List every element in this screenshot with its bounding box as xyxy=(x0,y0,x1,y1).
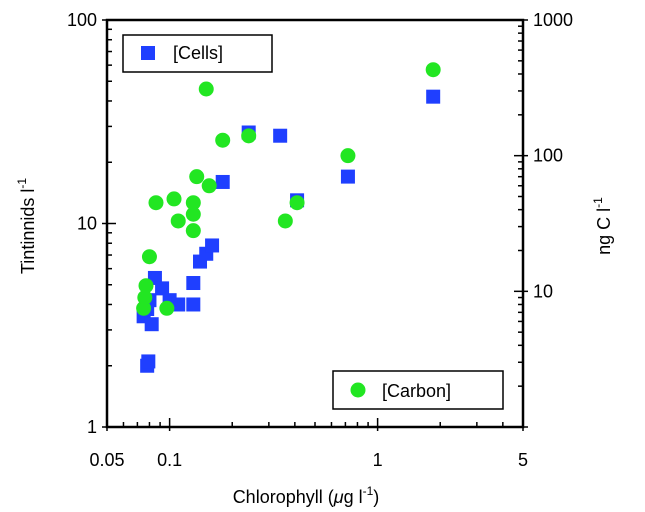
cells-point xyxy=(273,128,288,143)
y2-axis-label-sup: -1 xyxy=(591,197,605,208)
carbon-point xyxy=(215,132,231,148)
legend-carbon: [Carbon] xyxy=(332,370,504,410)
legend-carbon-label: [Carbon] xyxy=(382,381,451,401)
x-tick-label: 5 xyxy=(518,450,528,470)
carbon-point xyxy=(241,128,257,144)
cells-point xyxy=(340,169,355,184)
carbon-point xyxy=(189,169,205,185)
y2-tick-label: 1000 xyxy=(533,10,573,30)
carbon-point xyxy=(159,300,175,316)
carbon-point xyxy=(425,62,441,78)
legend-cells-label: [Cells] xyxy=(173,43,223,63)
carbon-point xyxy=(148,195,164,211)
y2-tick-label: 100 xyxy=(533,146,563,166)
cells-point xyxy=(186,276,201,291)
carbon-point xyxy=(185,223,201,239)
y2-axis-label-text: ng C l xyxy=(594,208,614,255)
x-axis-label-sup: -1 xyxy=(363,484,374,498)
cells-point xyxy=(186,297,201,312)
cells-point xyxy=(171,297,186,312)
legend-cells-marker xyxy=(141,46,155,60)
carbon-point xyxy=(138,278,154,294)
carbon-point xyxy=(198,81,214,97)
data-points xyxy=(136,62,441,373)
y-tick-label: 100 xyxy=(67,10,97,30)
x-tick-label: 0.1 xyxy=(157,450,182,470)
y-tick-label: 10 xyxy=(77,214,97,234)
x-tick-label: 0.05 xyxy=(89,450,124,470)
carbon-point xyxy=(137,290,153,306)
x-axis-label-suffix: ) xyxy=(373,487,379,507)
legend-cells: [Cells] xyxy=(122,34,273,73)
cells-point xyxy=(205,238,220,253)
cells-point xyxy=(141,354,156,369)
carbon-point xyxy=(201,178,217,194)
y-axis-label: Tintinnids l-1 xyxy=(15,178,38,274)
carbon-point xyxy=(141,249,157,265)
carbon-point xyxy=(166,191,182,207)
cells-point xyxy=(215,174,230,189)
legend-carbon-marker xyxy=(350,382,366,398)
x-tick-label: 1 xyxy=(373,450,383,470)
x-axis-label-prefix: Chlorophyll ( xyxy=(233,487,334,507)
carbon-point xyxy=(185,195,201,211)
carbon-point xyxy=(340,148,356,164)
y-tick-label: 1 xyxy=(87,417,97,437)
cells-point xyxy=(144,317,159,332)
carbon-point xyxy=(170,213,186,229)
y-axis-label-sup: -1 xyxy=(15,178,29,189)
carbon-point xyxy=(185,206,201,222)
carbon-point xyxy=(289,195,305,211)
cells-point xyxy=(155,281,170,296)
cells-point xyxy=(426,89,441,104)
y2-tick-label: 10 xyxy=(533,281,553,301)
x-axis-label-mu: μ xyxy=(333,487,344,507)
x-axis-label: Chlorophyll (μg l-1) xyxy=(233,484,380,507)
y2-axis-label: ng C l-1 xyxy=(591,197,614,255)
y-axis-label-text: Tintinnids l xyxy=(18,189,38,274)
plot-frame xyxy=(105,18,525,429)
axis-ticks: 0.05 0.1 1 5 1 10 100 10 100 1000 xyxy=(67,10,573,470)
x-axis-label-unit: g l xyxy=(344,487,363,507)
carbon-point xyxy=(277,213,293,229)
